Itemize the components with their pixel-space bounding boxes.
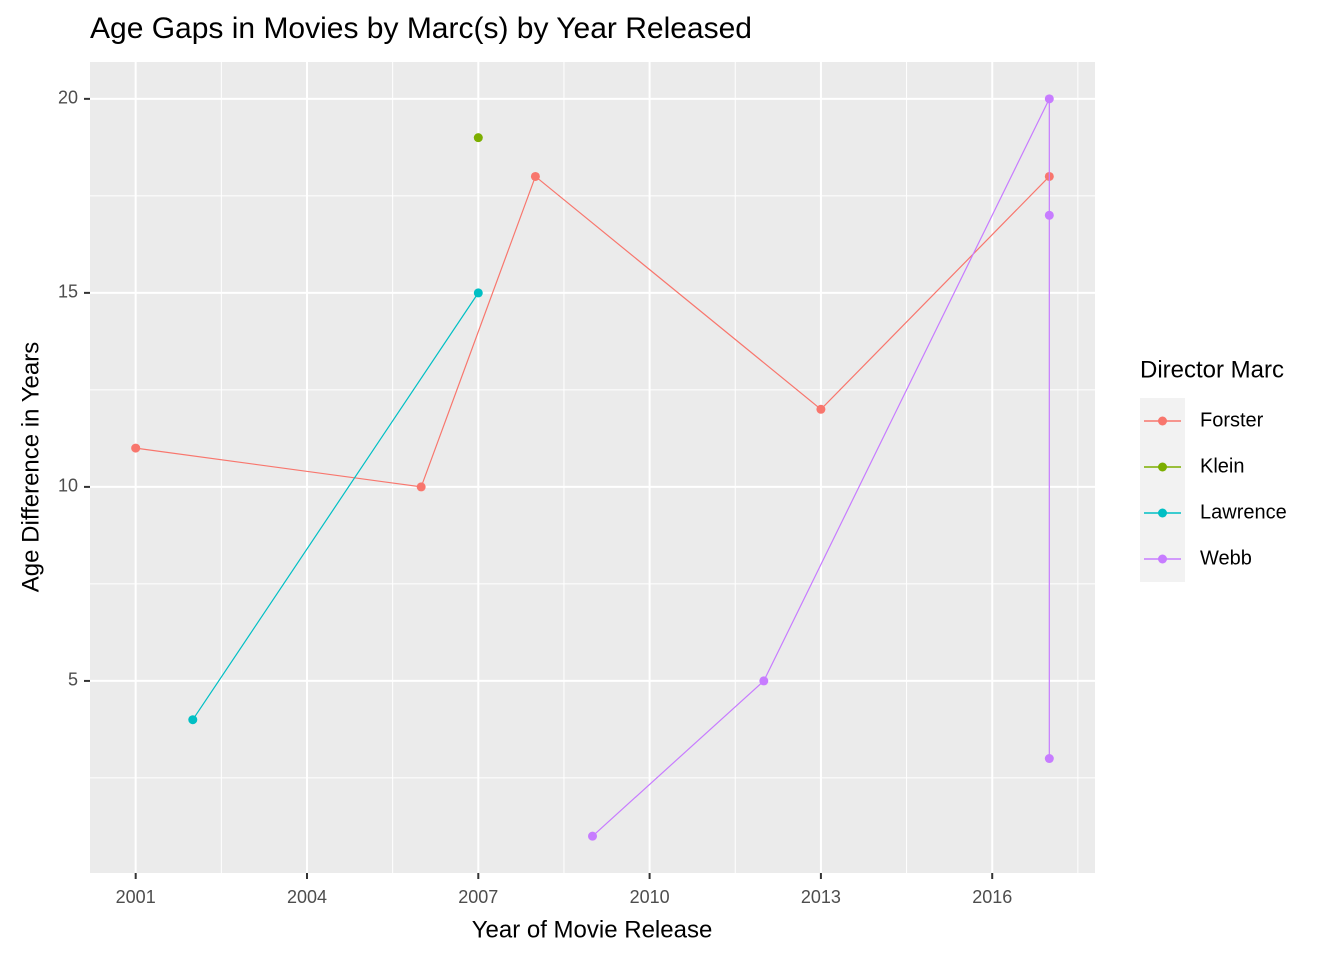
data-point xyxy=(1044,94,1054,104)
x-axis-title: Year of Movie Release xyxy=(472,916,713,943)
data-point xyxy=(188,715,198,725)
x-tick-label: 2004 xyxy=(287,887,327,907)
legend-label: Forster xyxy=(1200,409,1264,431)
y-tick-label: 10 xyxy=(58,476,78,496)
data-point xyxy=(416,482,426,492)
data-point xyxy=(530,171,540,181)
legend-title: Director Marc xyxy=(1140,356,1284,383)
legend-marker xyxy=(1158,416,1167,426)
data-point xyxy=(816,404,826,414)
y-tick-label: 5 xyxy=(68,670,78,690)
series-line xyxy=(192,292,479,721)
y-tick-label: 20 xyxy=(58,88,78,108)
y-tick-label: 15 xyxy=(58,282,78,302)
data-point xyxy=(1044,210,1054,220)
data-point xyxy=(1044,754,1054,764)
legend-marker xyxy=(1158,554,1167,564)
x-tick-label: 2007 xyxy=(458,887,498,907)
x-tick-label: 2016 xyxy=(972,887,1012,907)
legend-label: Webb xyxy=(1200,547,1252,569)
y-axis-title: Age Difference in Years xyxy=(17,342,44,592)
x-tick-label: 2013 xyxy=(801,887,841,907)
legend-marker xyxy=(1158,508,1167,518)
data-point xyxy=(588,831,597,841)
x-tick-label: 2010 xyxy=(630,887,670,907)
legend-marker xyxy=(1158,462,1167,472)
plot-panel xyxy=(90,62,1095,873)
data-point xyxy=(759,676,769,686)
legend-label: Klein xyxy=(1200,455,1244,477)
data-point xyxy=(473,133,483,143)
legend-label: Lawrence xyxy=(1200,501,1287,523)
chart-title: Age Gaps in Movies by Marc(s) by Year Re… xyxy=(90,12,752,45)
x-tick-label: 2001 xyxy=(116,887,156,907)
data-point xyxy=(473,288,483,298)
data-point xyxy=(131,443,141,453)
